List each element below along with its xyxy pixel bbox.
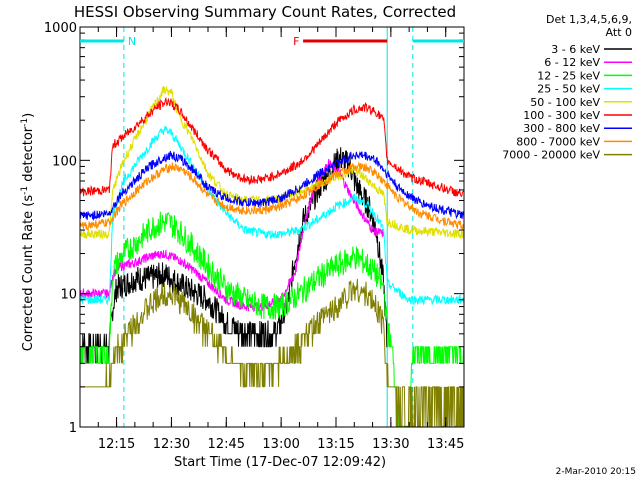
legend-label: 25 - 50 keV xyxy=(537,83,600,96)
legend-header-line-1: Det 1,3,4,5,6,9, xyxy=(546,13,632,26)
series-line xyxy=(80,97,464,198)
series-7000-20000-kev xyxy=(80,278,464,427)
series-100-300-kev xyxy=(80,97,464,198)
legend-label: 12 - 25 keV xyxy=(537,69,600,82)
series-300-800-kev xyxy=(80,150,464,222)
y-tick-label: 100 xyxy=(52,154,77,169)
series-line xyxy=(80,161,464,231)
x-tick-label: 12:15 xyxy=(98,437,135,452)
series-line xyxy=(80,278,464,427)
x-tick-label: 13:30 xyxy=(372,437,409,452)
legend-label: 800 - 7000 keV xyxy=(516,135,600,148)
footer-timestamp: 2-Mar-2010 20:15 xyxy=(556,467,636,477)
y-tick-label: 10 xyxy=(60,288,77,303)
series-50-100-kev xyxy=(80,85,464,240)
legend-label: 300 - 800 keV xyxy=(523,122,600,135)
series-line xyxy=(80,125,464,307)
x-tick-label: 13:00 xyxy=(262,437,299,452)
plot-area xyxy=(80,27,464,427)
series-line xyxy=(80,85,464,240)
flag-label-n: N xyxy=(128,35,136,48)
legend-label: 100 - 300 keV xyxy=(523,109,600,122)
x-tick-label: 12:30 xyxy=(153,437,190,452)
y-tick-label: 1000 xyxy=(44,21,77,36)
y-axis: 1 10 100 1000 xyxy=(44,21,464,436)
legend-label: 50 - 100 keV xyxy=(530,96,600,109)
legend-label: 3 - 6 keV xyxy=(551,43,600,56)
y-axis-title: Corrected Count Rate (s-1 detector-1) xyxy=(20,113,36,351)
x-axis: 12:15 12:30 12:45 13:00 13:15 13:30 13:45 xyxy=(79,27,465,452)
x-tick-label: 13:15 xyxy=(317,437,354,452)
legend-label: 7000 - 20000 keV xyxy=(502,149,600,162)
plot-frame xyxy=(79,26,465,428)
series-25-50-kev xyxy=(80,125,464,307)
y-tick-label: 1 xyxy=(69,421,77,436)
x-tick-label: 12:45 xyxy=(208,437,245,452)
series-3-6-kev xyxy=(80,147,388,364)
legend-label: 6 - 12 keV xyxy=(544,56,600,69)
x-axis-title: Start Time (17-Dec-07 12:09:42) xyxy=(174,455,386,470)
x-tick-label: 13:45 xyxy=(427,437,464,452)
series-800-7000-kev xyxy=(80,161,464,231)
series-line xyxy=(80,150,464,222)
flag-label-f: F xyxy=(293,35,299,48)
legend-header-line-2: Att 0 xyxy=(606,26,632,39)
chart-title: HESSI Observing Summary Count Rates, Cor… xyxy=(74,3,456,21)
series-line xyxy=(80,147,388,364)
